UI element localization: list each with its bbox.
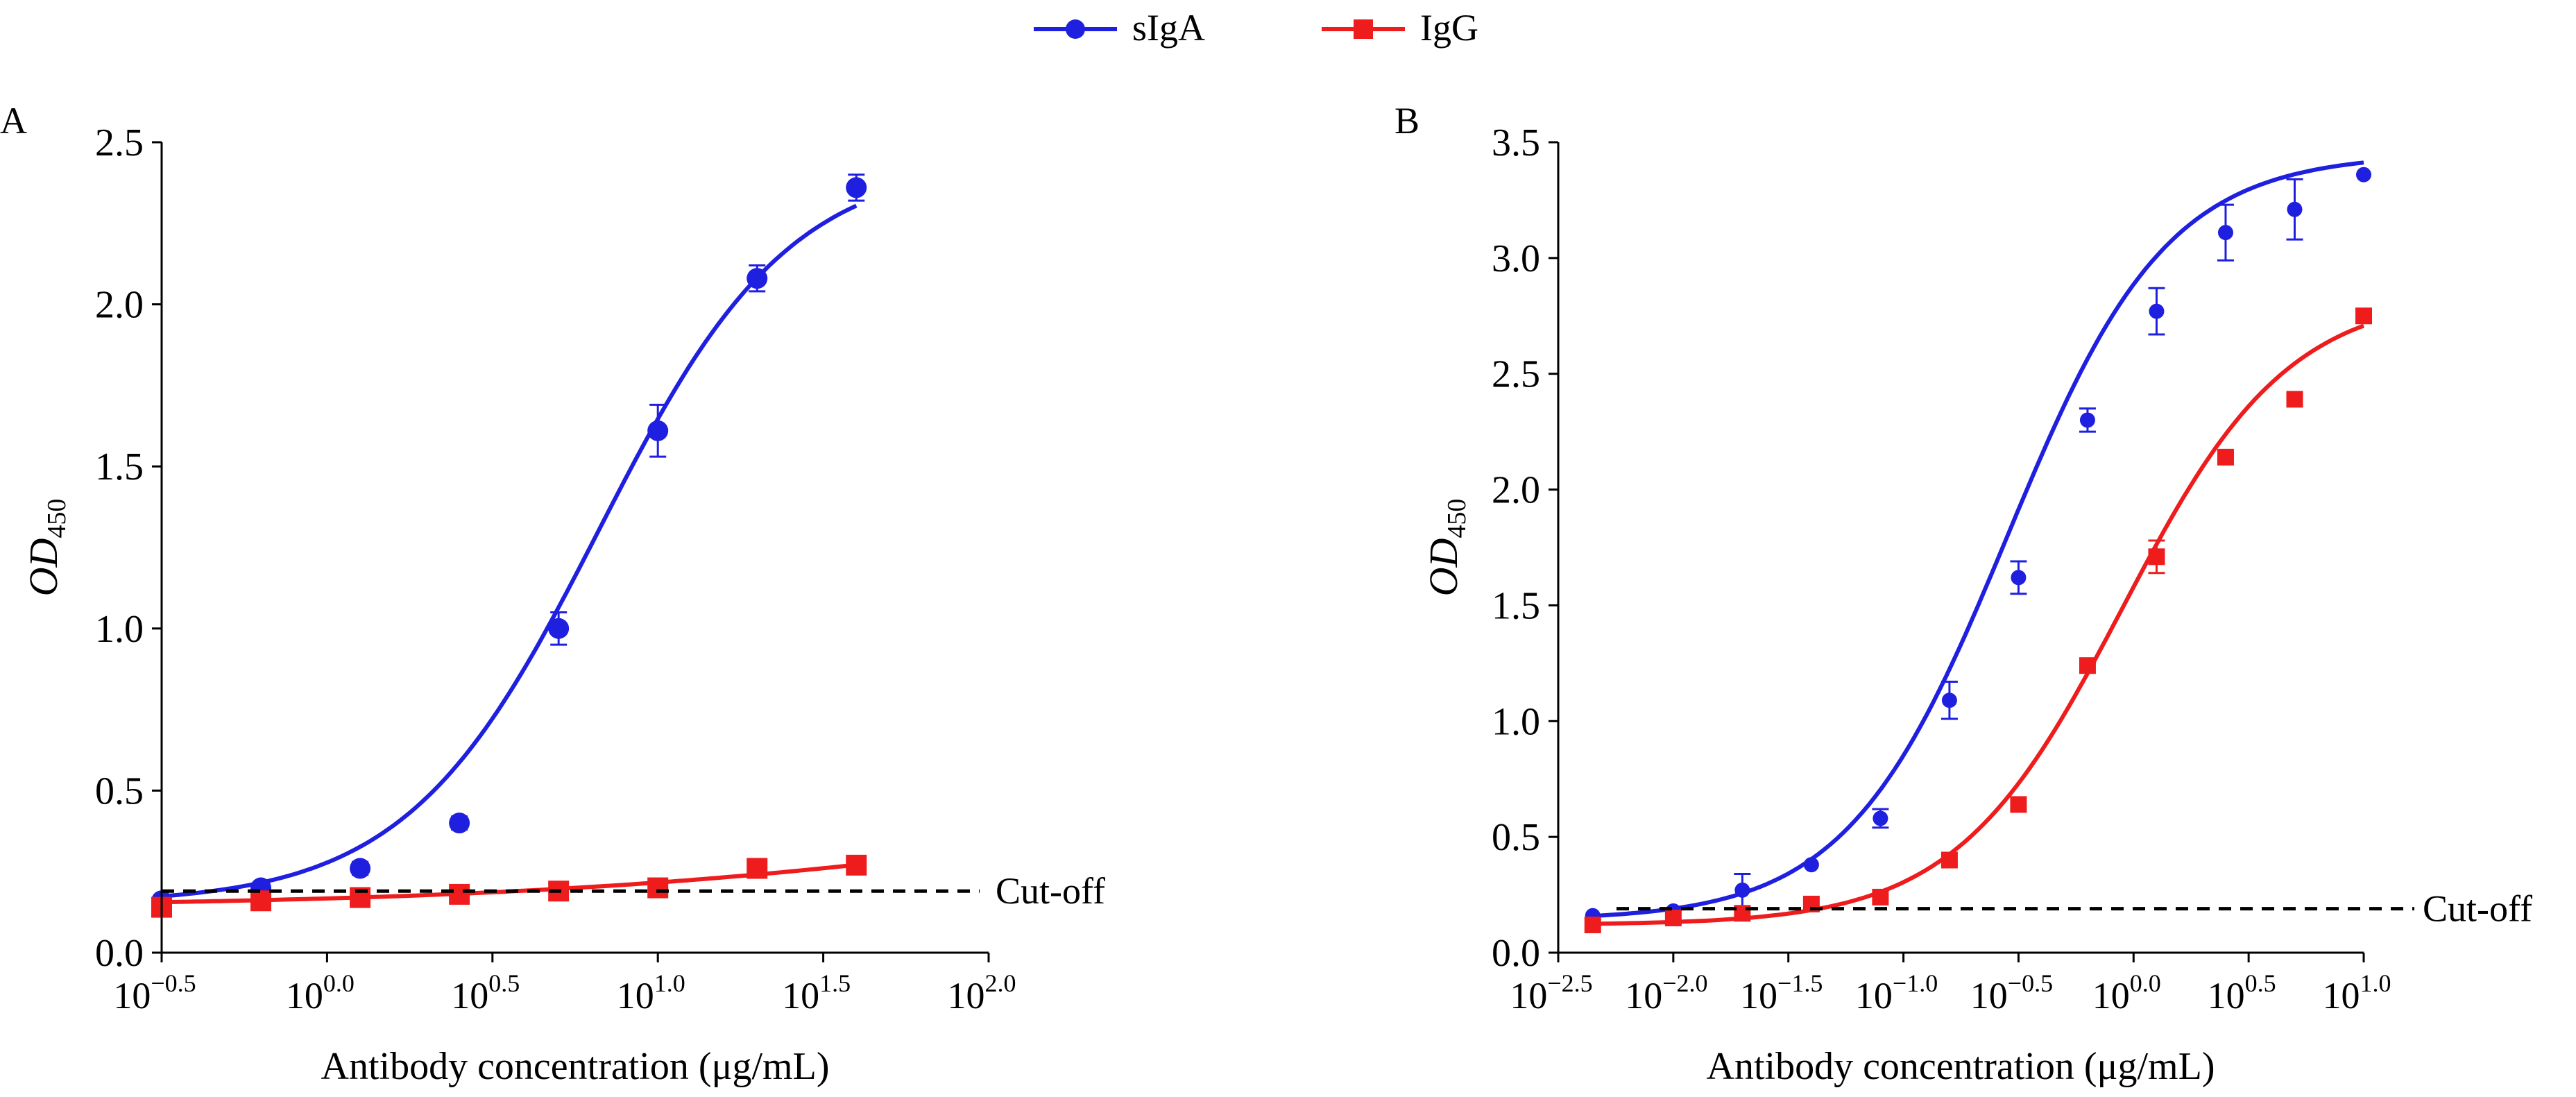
panel-b-x-tick-label: 10−2.0 — [1625, 969, 1707, 1017]
panel-a-x-tick-label: 100.0 — [286, 969, 355, 1017]
panel-b-y-tick-label: 1.0 — [1492, 700, 1540, 743]
panel-a-point-igg — [846, 854, 867, 876]
panel-a-point-igg — [449, 883, 470, 905]
panel-b-y-axis-label: OD450 — [1421, 499, 1472, 597]
panel-a-cutoff-label: Cut-off — [996, 870, 1105, 912]
panel-b-y-tick-label: 0.5 — [1492, 816, 1540, 859]
panel-a-point-igg — [647, 877, 669, 899]
panel-b-x-tick-label: 10−2.5 — [1510, 969, 1592, 1017]
panel-a-x-tick-label: 10−0.5 — [113, 969, 196, 1017]
panel-a-y-axis-label-sub: 450 — [42, 499, 71, 538]
panel-b-cutoff-label: Cut-off — [2423, 888, 2532, 930]
panel-b-point-igg — [2286, 391, 2303, 408]
panel-b-point-siga — [2079, 412, 2095, 428]
legend: sIgA IgG — [1034, 7, 1478, 49]
panel-b-point-igg — [1872, 888, 1889, 905]
legend-marker-siga — [1066, 19, 1085, 39]
panel-b-point-igg — [2217, 448, 2234, 466]
panel-b-y-tick-label: 3.5 — [1492, 121, 1540, 164]
panel-a: 0.0 0.5 1.0 1.5 2.0 2.5 10−0.5 100.0 100.5 101.0 1… — [21, 121, 1105, 1088]
panel-b-y-tick-label: 2.5 — [1492, 353, 1540, 396]
panel-a-data-points — [151, 173, 867, 918]
panel-b-point-siga — [2217, 225, 2233, 241]
panel-a-point-siga — [350, 858, 371, 879]
panel-b-y-axis-label-main: OD — [1421, 538, 1466, 597]
panel-a-y-tick-label: 1.5 — [95, 445, 144, 488]
panel-b-point-igg — [1584, 916, 1601, 933]
panel-label-b: B — [1394, 100, 1419, 142]
panel-b-point-igg — [2148, 548, 2165, 565]
legend-label-igg: IgG — [1420, 7, 1478, 49]
panel-b-point-igg — [2355, 307, 2372, 325]
panel-a-fit-curve-siga — [161, 203, 858, 899]
panel-a-x-tick-label: 101.0 — [617, 969, 685, 1017]
panel-b-x-tick-label: 101.0 — [2323, 969, 2391, 1017]
panel-b-x-tick-label: 10−1.5 — [1740, 969, 1823, 1017]
panel-b-point-igg — [1940, 851, 1958, 869]
panel-b-y-axis-label-sub: 450 — [1442, 499, 1472, 538]
panel-b-fit-curves — [1592, 160, 2365, 926]
panel-b-point-igg — [1664, 909, 1682, 926]
panel-b-x-tick-label: 10−1.0 — [1855, 969, 1938, 1017]
panel-b-x-tick-label: 100.0 — [2092, 969, 2161, 1017]
panel-a-y-tick-label: 0.5 — [95, 769, 144, 813]
panel-b-point-siga — [2356, 167, 2371, 182]
panel-a-y-axis-label-main: OD — [21, 538, 66, 597]
panel-a-x-tick-label: 100.5 — [451, 969, 520, 1017]
panel-a-x-axis-label: Antibody concentration (μg/mL) — [321, 1045, 830, 1088]
panel-b-point-siga — [1734, 882, 1750, 898]
panel-b-y-tick-label: 0.0 — [1492, 932, 1540, 975]
panel-b-x-tick-label: 10−0.5 — [1970, 969, 2053, 1017]
panel-b-x-tick-label: 100.5 — [2208, 969, 2276, 1017]
panel-b-y-tick-label: 1.5 — [1492, 584, 1540, 627]
panel-label-a: A — [0, 100, 27, 142]
panel-b-point-siga — [2011, 570, 2027, 586]
panel-b-ticks: 0.0 0.5 1.0 1.5 2.0 2.5 3.0 3.5 10−2.5 10−2.0 10−1… — [1492, 121, 2391, 1017]
panel-a-point-siga — [449, 813, 470, 834]
panel-a-y-tick-label: 2.0 — [95, 284, 144, 327]
panel-a-point-igg — [250, 890, 272, 912]
panel-b-y-tick-label: 3.0 — [1492, 237, 1540, 280]
panel-a-fit-curves — [161, 203, 858, 905]
panel-a-point-siga — [548, 618, 570, 639]
panel-a-point-igg — [747, 858, 768, 879]
panel-b-fit-curve-igg — [1592, 323, 2365, 926]
legend-marker-igg — [1354, 19, 1373, 39]
panel-a-ticks: 0.0 0.5 1.0 1.5 2.0 2.5 10−0.5 100.0 100.5 101.0 1… — [95, 121, 1016, 1017]
legend-label-siga: sIgA — [1132, 7, 1205, 49]
panel-b-point-siga — [2287, 201, 2303, 217]
panel-b-point-siga — [2149, 303, 2165, 319]
panel-a-y-tick-label: 1.0 — [95, 608, 144, 651]
panel-a-point-siga — [647, 420, 669, 441]
panel-b-fit-curve-siga — [1592, 160, 2364, 919]
panel-a-x-tick-label: 102.0 — [948, 969, 1016, 1017]
panel-b-x-axis-label: Antibody concentration (μg/mL) — [1707, 1045, 2215, 1088]
panel-a-y-tick-label: 2.5 — [95, 121, 144, 164]
panel-a-point-siga — [846, 177, 867, 198]
panel-b-point-siga — [1941, 692, 1957, 708]
panel-a-x-tick-label: 101.5 — [782, 969, 851, 1017]
panel-b-y-tick-label: 2.0 — [1492, 469, 1540, 512]
panel-a-y-axis-label: OD450 — [21, 499, 71, 597]
panel-b-point-igg — [2010, 796, 2027, 813]
panel-b-point-siga — [1803, 857, 1819, 873]
panel-b-data-points — [1584, 167, 2372, 933]
panel-a-y-tick-label: 0.0 — [95, 932, 144, 975]
panel-b: 0.0 0.5 1.0 1.5 2.0 2.5 3.0 3.5 10−2.5 10−2.0 10−1… — [1421, 121, 2532, 1088]
panel-a-point-siga — [747, 268, 768, 289]
panel-b-point-siga — [1873, 810, 1888, 826]
panel-b-point-igg — [2079, 657, 2096, 674]
